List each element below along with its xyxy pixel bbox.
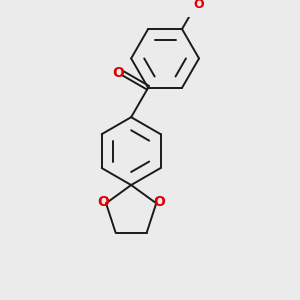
- Text: O: O: [193, 0, 204, 11]
- Text: O: O: [112, 66, 124, 80]
- Text: O: O: [153, 195, 165, 209]
- Text: O: O: [97, 195, 109, 209]
